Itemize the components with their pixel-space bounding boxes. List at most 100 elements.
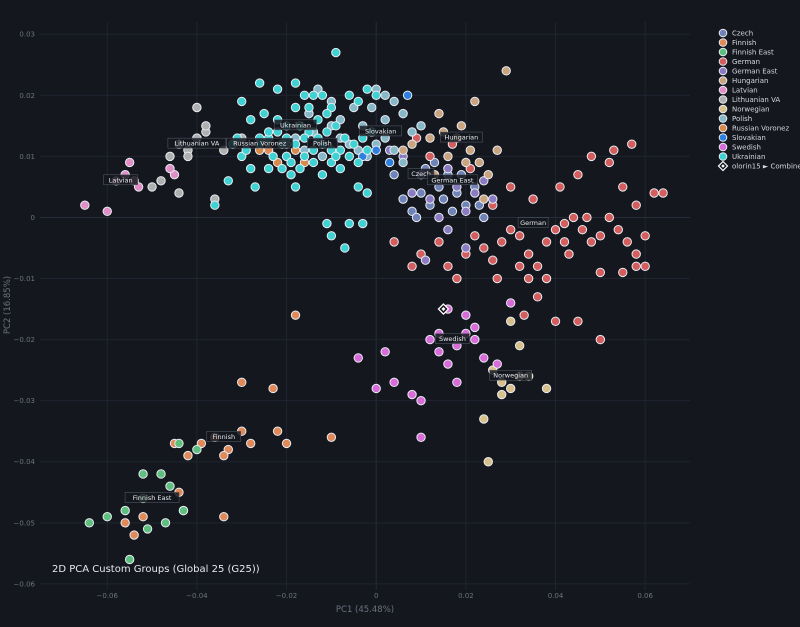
legend-label: German East	[732, 68, 778, 76]
svg-text:Lithuanian VA: Lithuanian VA	[175, 140, 220, 148]
legend-item[interactable]: Polish	[718, 114, 752, 123]
y-tick-label: 0	[31, 214, 35, 222]
data-point	[138, 512, 148, 522]
data-point	[129, 530, 139, 540]
legend-item[interactable]: Swedish	[718, 142, 761, 152]
data-point	[295, 163, 305, 174]
data-point	[568, 212, 579, 223]
cluster-label: Russian Voronez	[226, 137, 293, 149]
data-point	[411, 212, 422, 223]
data-point	[627, 139, 637, 149]
data-point	[497, 389, 507, 400]
data-point	[559, 218, 570, 229]
data-point	[523, 273, 534, 284]
data-point	[618, 182, 628, 192]
data-point	[582, 212, 592, 223]
data-point	[434, 347, 444, 357]
data-point	[483, 169, 493, 180]
data-point	[349, 139, 359, 149]
data-point	[407, 127, 417, 137]
data-point	[245, 163, 256, 174]
data-point	[317, 90, 328, 100]
data-point	[299, 151, 310, 162]
data-point	[595, 267, 606, 278]
data-point	[362, 84, 372, 94]
legend-item[interactable]: Slovakian	[718, 133, 766, 142]
data-point	[483, 457, 493, 467]
data-point	[250, 182, 260, 192]
grid-lines	[40, 22, 690, 590]
data-point	[658, 188, 668, 198]
data-point	[479, 414, 489, 424]
legend-item[interactable]: Lithuanian VA	[718, 95, 780, 104]
cluster-label: Polish	[307, 137, 338, 149]
data-point	[245, 438, 256, 449]
legend-item[interactable]: Finnish	[718, 38, 756, 47]
legend-marker	[718, 38, 728, 47]
svg-text:Czech: Czech	[411, 170, 431, 178]
target-diamond-marker	[437, 303, 450, 315]
legend-item[interactable]: German East	[718, 66, 778, 76]
data-point	[102, 206, 112, 217]
data-point	[541, 237, 552, 247]
svg-text:Hungarian: Hungarian	[444, 134, 478, 142]
data-point	[237, 96, 247, 107]
legend-item[interactable]: Finnish East	[718, 47, 774, 57]
legend-marker	[718, 95, 728, 104]
data-point	[618, 267, 628, 278]
data-point	[622, 237, 632, 247]
data-point	[640, 231, 650, 241]
y-tick-label: 0.03	[19, 31, 35, 39]
data-point	[272, 84, 283, 94]
data-point	[380, 90, 390, 100]
cluster-labels: Latvian Lithuanian VA Russian Voronez Ukrai…	[103, 119, 549, 503]
legend-item[interactable]: Ukrainian	[718, 152, 765, 161]
data-point	[488, 255, 498, 265]
data-point	[613, 224, 623, 235]
data-point	[514, 261, 525, 272]
data-point	[465, 145, 476, 155]
legend-item[interactable]: Hungarian	[718, 76, 768, 85]
cluster-label: Swedish	[435, 333, 470, 344]
legend-item[interactable]: Russian Voronez	[718, 123, 789, 133]
data-point	[479, 353, 489, 363]
legend-item[interactable]: German	[718, 57, 760, 66]
svg-text:German: German	[520, 219, 546, 227]
x-tick-label: 0.04	[548, 592, 564, 600]
legend-item[interactable]: olorin15 ► Combined	[717, 160, 800, 172]
data-point	[434, 108, 444, 119]
legend-item[interactable]: Czech	[718, 28, 753, 38]
data-point	[245, 115, 256, 125]
x-tick-label: 0.02	[458, 592, 474, 600]
data-point	[586, 151, 597, 162]
data-point	[138, 469, 148, 479]
data-point	[398, 145, 408, 155]
data-point	[505, 224, 516, 235]
y-tick-label: −0.03	[14, 397, 35, 405]
data-point	[124, 554, 135, 565]
data-point	[183, 151, 193, 162]
y-axis-ticks: −0.06 −0.05 −0.04 −0.03 −0.02 −0.01 0 0.01 0.02 0…	[14, 31, 36, 589]
legend-marker	[718, 57, 728, 66]
data-point	[573, 169, 583, 180]
y-axis-title: PC2 (16.85%)	[3, 276, 13, 334]
legend-item[interactable]: Norwegian	[718, 104, 770, 114]
legend-item[interactable]: Latvian	[718, 85, 758, 95]
legend-marker	[718, 47, 728, 57]
data-point	[389, 96, 399, 107]
data-point	[160, 518, 171, 528]
data-point	[461, 310, 471, 320]
data-point	[434, 212, 444, 223]
data-point	[290, 182, 301, 192]
data-point	[577, 224, 588, 235]
y-tick-label: −0.06	[14, 580, 36, 588]
data-point	[541, 383, 552, 394]
svg-text:Finnish: Finnish	[212, 433, 235, 441]
data-point	[335, 163, 346, 174]
data-point	[84, 518, 95, 528]
svg-text:Russian Voronez: Russian Voronez	[233, 140, 287, 148]
data-point	[456, 121, 467, 131]
data-point	[192, 444, 202, 455]
data-point	[559, 237, 570, 247]
